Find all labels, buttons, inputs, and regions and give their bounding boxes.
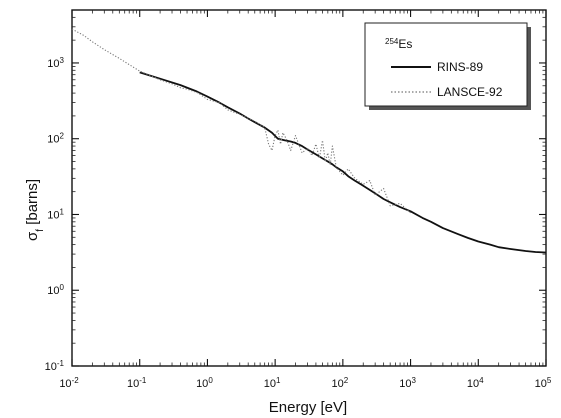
series-layer bbox=[71, 28, 547, 254]
x-tick-label: 10-2 bbox=[59, 376, 79, 391]
y-tick-label: 102 bbox=[47, 131, 64, 146]
legend-label-rins: RINS-89 bbox=[437, 60, 483, 74]
y-tick-label-base: 10 bbox=[47, 209, 59, 221]
x-tick-label: 104 bbox=[467, 376, 484, 391]
y-tick-label: 10-1 bbox=[45, 359, 65, 374]
x-tick-label-exp: 3 bbox=[411, 376, 416, 385]
y-tick-label: 100 bbox=[47, 283, 64, 298]
x-tick-label-base: 10 bbox=[264, 378, 276, 390]
series-line-lansce-92 bbox=[71, 28, 411, 214]
x-axis-label: Energy [eV] bbox=[269, 399, 347, 416]
y-tick-label-exp: -1 bbox=[57, 359, 65, 368]
x-tick-label-base: 10 bbox=[196, 378, 208, 390]
x-tick-label-exp: -2 bbox=[72, 376, 80, 385]
x-tick-label: 10-1 bbox=[127, 376, 147, 391]
legend-title-sup: 254 bbox=[385, 37, 399, 46]
axis-ticks-layer: 10-2 10-1 100 101 102 103 104 10510-11001011021… bbox=[45, 10, 552, 390]
plot-frame bbox=[71, 9, 547, 367]
y-tick-label-base: 10 bbox=[47, 134, 59, 146]
x-tick-label-exp: 2 bbox=[344, 376, 349, 385]
x-tick-label-exp: 5 bbox=[547, 376, 552, 385]
y-tick-label: 101 bbox=[47, 207, 64, 222]
x-tick-label-base: 10 bbox=[467, 378, 479, 390]
legend-title: 254Es bbox=[385, 37, 412, 52]
y-axis-label-rest: [barns] bbox=[24, 179, 41, 229]
x-tick-label: 100 bbox=[196, 376, 213, 391]
y-axis-label-main: σ bbox=[24, 231, 41, 241]
x-tick-label: 103 bbox=[399, 376, 416, 391]
x-tick-label: 101 bbox=[264, 376, 281, 391]
legend-label-lansce: LANSCE-92 bbox=[437, 85, 503, 99]
y-tick-label-base: 10 bbox=[47, 285, 59, 297]
y-tick-label-exp: 0 bbox=[60, 283, 65, 292]
plot-frame-layer bbox=[71, 9, 547, 367]
legend-title-main: Es bbox=[398, 37, 412, 51]
x-tick-label: 102 bbox=[332, 376, 349, 391]
legend: 254Es RINS-89 LANSCE-92 bbox=[364, 22, 531, 110]
x-tick-label-exp: 0 bbox=[208, 376, 213, 385]
x-tick-label-base: 10 bbox=[332, 378, 344, 390]
x-tick-label: 105 bbox=[535, 376, 552, 391]
y-tick-label-base: 10 bbox=[47, 58, 59, 70]
x-tick-label-exp: 4 bbox=[479, 376, 484, 385]
y-tick-label-exp: 2 bbox=[60, 131, 65, 140]
y-tick-label-exp: 1 bbox=[60, 207, 65, 216]
series-line-rins-89 bbox=[139, 71, 547, 254]
x-tick-label-base: 10 bbox=[59, 378, 71, 390]
x-tick-label-exp: -1 bbox=[139, 376, 147, 385]
y-tick-label: 103 bbox=[47, 55, 64, 70]
y-tick-label-exp: 3 bbox=[60, 55, 65, 64]
x-tick-label-base: 10 bbox=[535, 378, 547, 390]
x-tick-label-base: 10 bbox=[399, 378, 411, 390]
y-tick-label-base: 10 bbox=[45, 361, 57, 373]
x-tick-label-base: 10 bbox=[127, 378, 139, 390]
y-axis-label-sub: f bbox=[35, 229, 46, 232]
y-axis-label: σf [barns] bbox=[24, 179, 46, 241]
x-tick-label-exp: 1 bbox=[276, 376, 281, 385]
